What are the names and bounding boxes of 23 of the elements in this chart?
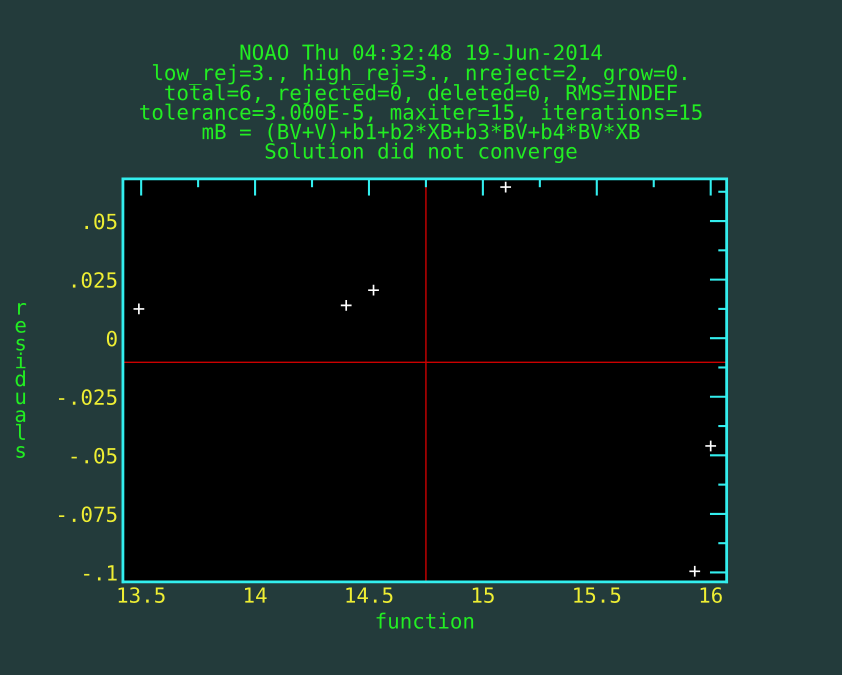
x-tick-label: 13.5 [118, 587, 165, 603]
point [704, 440, 717, 452]
x-tick-label: 14.5 [346, 587, 392, 603]
chart-subtitle: low_rej=3., high_rej=3., nreject=2, grow=0. total=6, rejected=0, deleted=0, RMS=INDEF tolerance=3.000E-5, maxiter=15, iterations=15 mB = (BV+V)+b1+b2*XB+b3*BV+b4*BV*XB Solution did not converge [140, 64, 702, 164]
point [688, 565, 701, 578]
x-tick-label: 15 [472, 587, 494, 603]
point [367, 284, 380, 296]
y-tick-label: .025 [72, 272, 116, 288]
y-tick-label: .05 [85, 214, 116, 230]
x-tick-label: 14 [245, 587, 267, 603]
y-tick-label: -.05 [72, 448, 116, 464]
y-tick-label: -.025 [58, 389, 116, 406]
point [132, 302, 146, 316]
chart-title: NOAO Thu 04:32:48 19-Jun-2014 [240, 44, 602, 60]
y-tick-label: 0 [106, 330, 117, 346]
x-axis-title: function [376, 612, 474, 629]
x-tick-label: 15.5 [574, 587, 620, 603]
point [499, 180, 512, 194]
point [340, 299, 352, 312]
y-tick-label: -.075 [58, 506, 116, 522]
x-tick-label: 16 [700, 587, 722, 603]
text: residuals [16, 302, 26, 458]
y-tick-label: -.1 [84, 565, 117, 580]
